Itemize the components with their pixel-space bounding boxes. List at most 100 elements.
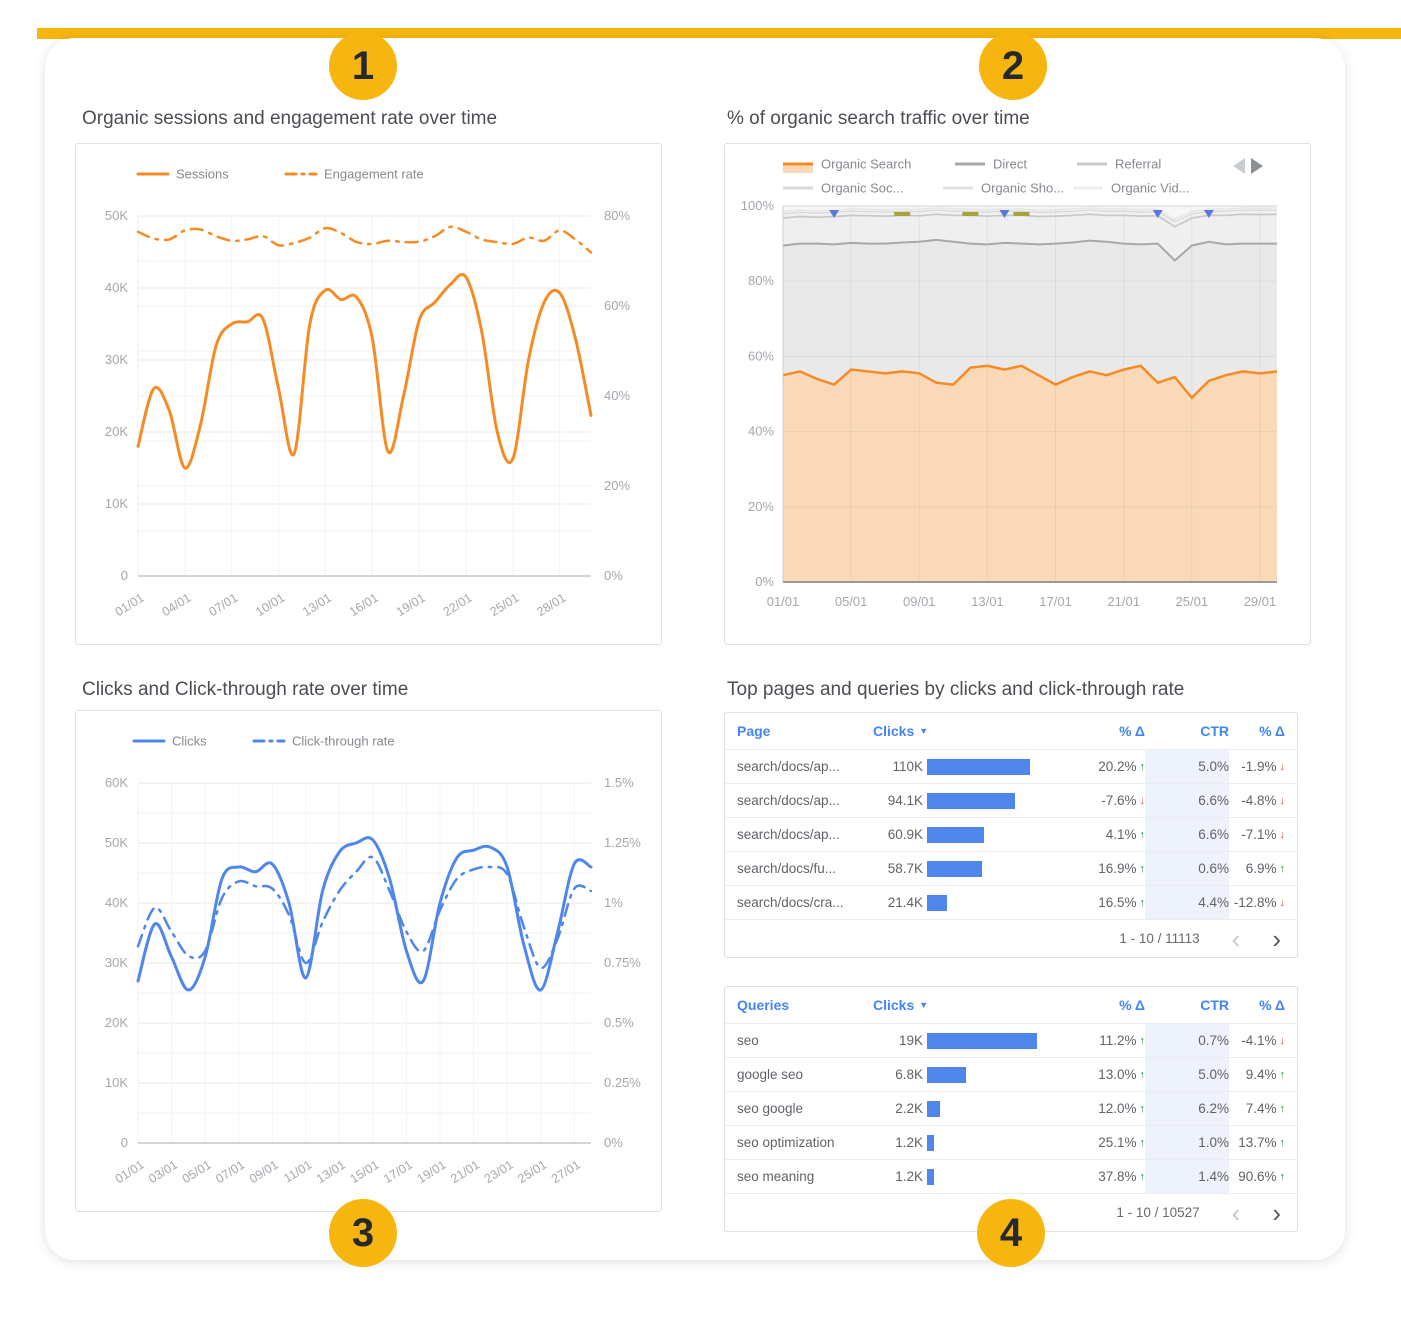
step-badge-4-number: 4 bbox=[999, 1210, 1023, 1255]
axis-label: 60K bbox=[105, 775, 128, 790]
sessions-chart-title: Organic sessions and engagement rate ove… bbox=[82, 108, 498, 129]
column-header--[interactable]: % Δ bbox=[1119, 723, 1145, 739]
clicks-value: 21.4K bbox=[887, 895, 923, 910]
step-badge-4: 4 bbox=[977, 1199, 1045, 1267]
column-header-queries[interactable]: Queries bbox=[737, 997, 790, 1013]
arrow-down-icon: ↓ bbox=[1279, 760, 1286, 773]
dimension-cell: search/docs/ap... bbox=[737, 759, 840, 774]
ctr-cell: 1.4% bbox=[1145, 1160, 1229, 1193]
legend-next-icon[interactable] bbox=[1251, 158, 1263, 174]
column-header-clicks[interactable]: Clicks ▼ bbox=[873, 997, 929, 1013]
axis-label: 13/01 bbox=[971, 594, 1004, 609]
queries-table-row[interactable]: seo 19K 11.2% ↑ 0.7% -4.1% ↓ bbox=[725, 1023, 1297, 1057]
clicks-delta-cell: 12.0% ↑ bbox=[1098, 1101, 1145, 1116]
axis-label: 40% bbox=[604, 388, 630, 403]
axis-label: 30K bbox=[105, 955, 128, 970]
axis-label: 05/01 bbox=[180, 1158, 214, 1186]
column-header-ctr[interactable]: CTR bbox=[1200, 997, 1229, 1013]
dimension-cell: seo google bbox=[737, 1101, 804, 1116]
column-header-clicks[interactable]: Clicks ▼ bbox=[873, 723, 929, 739]
dimension-cell: search/docs/ap... bbox=[737, 793, 840, 808]
axis-label: 50K bbox=[105, 835, 128, 850]
pages-table-row[interactable]: search/docs/ap... 94.1K -7.6% ↓ 6.6% -4.8% ↓ bbox=[725, 783, 1297, 817]
pagination-prev-icon[interactable]: ‹ bbox=[1231, 1197, 1241, 1228]
tables-section-title: Top pages and queries by clicks and clic… bbox=[727, 679, 1185, 700]
legend-item-label: Click-through rate bbox=[292, 734, 395, 749]
clicks-bar bbox=[927, 1168, 934, 1185]
ctr-cell: 6.6% bbox=[1145, 784, 1229, 817]
legend-swatch bbox=[783, 164, 813, 173]
clicks-cell: 19K bbox=[873, 1024, 1069, 1057]
clicks-value: 2.2K bbox=[895, 1101, 923, 1116]
column-header-ctr[interactable]: CTR bbox=[1200, 723, 1229, 739]
queries-table-row[interactable]: seo meaning 1.2K 37.8% ↑ 1.4% 90.6% ↑ bbox=[725, 1159, 1297, 1193]
legend-item-label: Organic Search bbox=[821, 157, 911, 172]
column-header--[interactable]: % Δ bbox=[1259, 997, 1285, 1013]
pagination-range-label: 1 - 10 / 10527 bbox=[1116, 1205, 1200, 1220]
column-header-page[interactable]: Page bbox=[737, 723, 771, 739]
ctr-delta-cell: 6.9% ↑ bbox=[1245, 861, 1285, 876]
pagination-prev-icon[interactable]: ‹ bbox=[1231, 923, 1241, 954]
pages-table-row[interactable]: search/docs/ap... 110K 20.2% ↑ 5.0% -1.9% ↓ bbox=[725, 749, 1297, 783]
clicks-value: 1.2K bbox=[895, 1169, 923, 1184]
ctr-cell: 1.0% bbox=[1145, 1126, 1229, 1159]
arrow-up-icon: ↑ bbox=[1139, 828, 1146, 841]
axis-label: 21/01 bbox=[448, 1158, 482, 1186]
axis-label: 40% bbox=[748, 424, 774, 439]
engagement-rate-line bbox=[136, 225, 593, 254]
annotation-flag-icon bbox=[1152, 210, 1163, 218]
legend-prev-icon[interactable] bbox=[1233, 158, 1245, 174]
arrow-up-icon: ↑ bbox=[1279, 1136, 1286, 1149]
axis-label: 1.25% bbox=[604, 835, 641, 850]
arrow-down-icon: ↓ bbox=[1279, 794, 1286, 807]
queries-table-row-header-row: Queries Clicks ▼ % Δ CTR % Δ bbox=[725, 987, 1297, 1023]
pages-table-row[interactable]: search/docs/cra... 21.4K 16.5% ↑ 4.4% -12.8% ↓ bbox=[725, 885, 1297, 919]
pagination-next-icon[interactable]: › bbox=[1272, 1197, 1281, 1228]
axis-label: 11/01 bbox=[281, 1158, 314, 1186]
clicks-bar bbox=[927, 860, 982, 877]
ctr-delta-cell: -4.1% ↓ bbox=[1241, 1033, 1285, 1048]
column-header--[interactable]: % Δ bbox=[1119, 997, 1145, 1013]
step-badge-2: 2 bbox=[979, 32, 1047, 100]
clicks-bar bbox=[927, 894, 948, 911]
axis-label: 19/01 bbox=[415, 1158, 449, 1186]
traffic-chart-title: % of organic search traffic over time bbox=[727, 108, 1030, 129]
axis-label: 10K bbox=[105, 496, 128, 511]
pages-table-row[interactable]: search/docs/ap... 60.9K 4.1% ↑ 6.6% -7.1% ↓ bbox=[725, 817, 1297, 851]
clicks-delta-cell: -7.6% ↓ bbox=[1101, 793, 1145, 808]
step-badge-3: 3 bbox=[329, 1199, 397, 1267]
clicks-delta-cell: 16.9% ↑ bbox=[1098, 861, 1145, 876]
sort-desc-icon: ▼ bbox=[919, 726, 929, 736]
dimension-cell: seo optimization bbox=[737, 1135, 835, 1150]
pagination-next-icon[interactable]: › bbox=[1272, 923, 1281, 954]
axis-label: 20K bbox=[105, 1015, 128, 1030]
dimension-cell: seo bbox=[737, 1033, 759, 1048]
dimension-cell: search/docs/cra... bbox=[737, 895, 844, 910]
dimension-cell: seo meaning bbox=[737, 1169, 815, 1184]
ctr-delta-cell: 13.7% ↑ bbox=[1238, 1135, 1286, 1150]
axis-label: 25/01 bbox=[488, 591, 522, 619]
axis-label: 0 bbox=[121, 1135, 128, 1150]
clicks-chart-title: Clicks and Click-through rate over time bbox=[82, 679, 409, 700]
clicks-delta-cell: 16.5% ↑ bbox=[1098, 895, 1145, 910]
axis-label: 21/01 bbox=[1107, 594, 1140, 609]
axis-label: 20K bbox=[105, 424, 128, 439]
ctr-delta-cell: -7.1% ↓ bbox=[1241, 827, 1285, 842]
clicks-cell: 1.2K bbox=[873, 1160, 1069, 1193]
axis-label: 60% bbox=[604, 298, 630, 313]
clicks-bar bbox=[927, 792, 1016, 809]
ctr-cell: 5.0% bbox=[1145, 1058, 1229, 1091]
boundary-line bbox=[782, 364, 1278, 400]
queries-table-row[interactable]: google seo 6.8K 13.0% ↑ 5.0% 9.4% ↑ bbox=[725, 1057, 1297, 1091]
clicks-bar bbox=[927, 758, 1030, 775]
queries-table-row[interactable]: seo google 2.2K 12.0% ↑ 6.2% 7.4% ↑ bbox=[725, 1091, 1297, 1125]
pages-table-row[interactable]: search/docs/fu... 58.7K 16.9% ↑ 0.6% 6.9% ↑ bbox=[725, 851, 1297, 885]
clicks-delta-cell: 4.1% ↑ bbox=[1105, 827, 1146, 842]
axis-label: 09/01 bbox=[247, 1158, 281, 1186]
ctr-delta-cell: -1.9% ↓ bbox=[1241, 759, 1286, 774]
queries-table-row[interactable]: seo optimization 1.2K 25.1% ↑ 1.0% 13.7% ↑ bbox=[725, 1125, 1297, 1159]
axis-label: 50K bbox=[105, 208, 128, 223]
column-header--[interactable]: % Δ bbox=[1259, 723, 1285, 739]
top-queries-table: Queries Clicks ▼ % Δ CTR % Δ seo 19K 11.2% ↑ 0.7% -… bbox=[724, 986, 1298, 1232]
axis-label: 20% bbox=[604, 478, 630, 493]
